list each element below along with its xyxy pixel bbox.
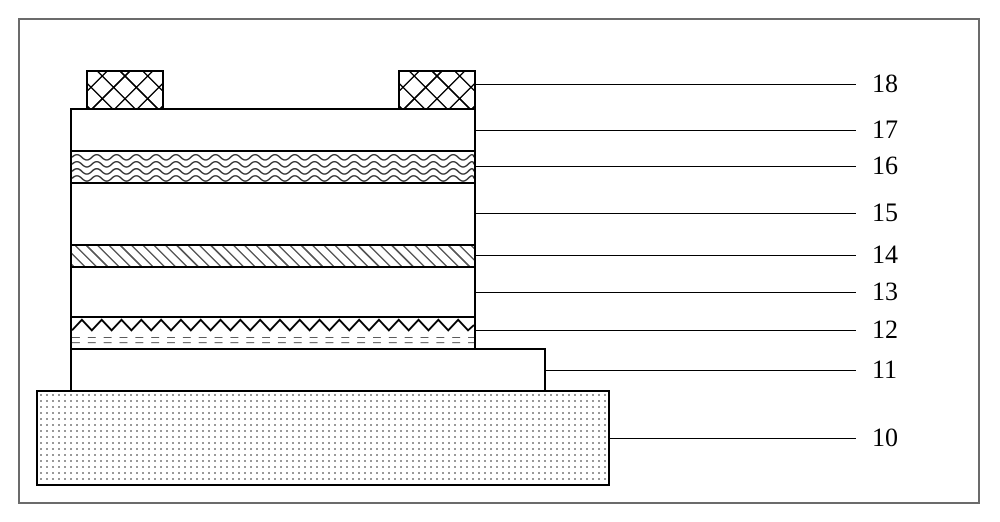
label-12: 12 <box>872 315 898 345</box>
leader-line-12 <box>476 330 856 331</box>
zigzag-icon <box>72 318 474 348</box>
leader-line-10 <box>610 438 856 439</box>
label-16: 16 <box>872 151 898 181</box>
leader-line-15 <box>476 213 856 214</box>
label-14: 14 <box>872 240 898 270</box>
leader-line-16 <box>476 166 856 167</box>
layer-16 <box>70 150 476 184</box>
wave-icon <box>72 152 474 182</box>
label-10: 10 <box>872 423 898 453</box>
layer-12 <box>70 316 476 350</box>
layer-13 <box>70 266 476 318</box>
leader-line-13 <box>476 292 856 293</box>
leader-line-14 <box>476 255 856 256</box>
layer-18-pad-left <box>86 70 164 110</box>
canvas: 10 11 12 13 14 15 16 17 18 <box>0 0 1000 522</box>
layer-10-substrate <box>36 390 610 486</box>
layer-11 <box>70 348 546 392</box>
leader-line-11 <box>546 370 856 371</box>
label-15: 15 <box>872 198 898 228</box>
label-11: 11 <box>872 355 897 385</box>
label-17: 17 <box>872 115 898 145</box>
layer-14 <box>70 244 476 268</box>
layer-18-pad-right <box>398 70 476 110</box>
layer-17 <box>70 108 476 152</box>
label-18: 18 <box>872 69 898 99</box>
label-13: 13 <box>872 277 898 307</box>
leader-line-17 <box>476 130 856 131</box>
layer-15 <box>70 182 476 246</box>
leader-line-18 <box>476 84 856 85</box>
